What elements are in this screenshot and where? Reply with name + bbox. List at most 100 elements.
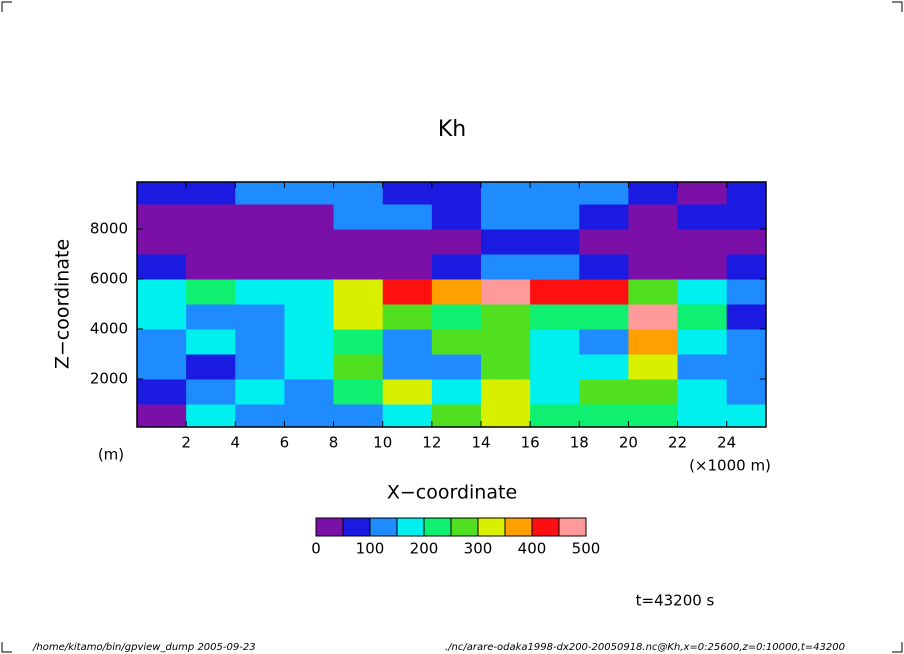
- colorbar-box: [369, 517, 398, 537]
- field-cell: [333, 229, 384, 255]
- field-cell: [137, 182, 187, 205]
- field-cell: [137, 229, 187, 255]
- field-cell: [480, 379, 531, 405]
- field-cell: [186, 354, 236, 380]
- field-cell: [677, 279, 728, 305]
- colorbar-box: [423, 517, 452, 537]
- field-cell: [137, 379, 187, 405]
- colorbar-label: 0: [311, 540, 321, 558]
- field-cell: [726, 204, 766, 230]
- field-cell: [726, 304, 766, 330]
- field-cell: [235, 204, 285, 230]
- field-cell: [579, 354, 629, 380]
- field-cell: [677, 379, 728, 405]
- field-cell: [235, 404, 285, 427]
- colorbar-box: [342, 517, 371, 537]
- field-cell: [137, 254, 187, 280]
- field-cell: [530, 229, 580, 255]
- field-cell: [726, 329, 766, 355]
- field-cell: [333, 182, 384, 205]
- field-cell: [382, 182, 433, 205]
- field-cell: [284, 354, 335, 380]
- field-cell: [284, 379, 335, 405]
- colorbar-label: 300: [464, 540, 493, 558]
- field-cell: [628, 204, 679, 230]
- colorbar-box: [504, 517, 533, 537]
- field-cell: [628, 404, 679, 427]
- field-cell: [431, 329, 482, 355]
- y-unit-label: (m): [98, 446, 124, 464]
- plot-frame: [136, 181, 767, 428]
- field-cell: [137, 204, 187, 230]
- field-cell: [530, 329, 580, 355]
- field-cell: [382, 329, 433, 355]
- field-cell: [530, 304, 580, 330]
- field-cell: [137, 404, 187, 427]
- y-axis-label: Z−coordinate: [52, 239, 74, 369]
- field-cell: [579, 329, 629, 355]
- field-cell: [677, 304, 728, 330]
- field-cell: [284, 229, 335, 255]
- x-axis-label: X−coordinate: [387, 482, 517, 504]
- field-cell: [530, 404, 580, 427]
- colorbar-box: [531, 517, 560, 537]
- field-cell: [382, 404, 433, 427]
- field-cell: [628, 182, 679, 205]
- y-tick-label: 4000: [90, 320, 128, 338]
- x-unit-label: (×1000 m): [689, 457, 771, 475]
- field-cell: [235, 229, 285, 255]
- field-cell: [235, 329, 285, 355]
- field-cell: [530, 354, 580, 380]
- field-cell: [235, 304, 285, 330]
- field-cell: [333, 279, 384, 305]
- field-cell: [235, 379, 285, 405]
- field-cell: [677, 182, 728, 205]
- field: [137, 182, 766, 427]
- colorbar-box: [315, 517, 344, 537]
- x-tick-label: 22: [668, 434, 687, 452]
- field-cell: [382, 254, 433, 280]
- field-cell: [530, 254, 580, 280]
- field-cell: [530, 182, 580, 205]
- field-cell: [382, 304, 433, 330]
- field-cell: [628, 254, 679, 280]
- field-cell: [480, 204, 531, 230]
- field-cell: [431, 204, 482, 230]
- field-cell: [186, 304, 236, 330]
- time-label: t=43200 s: [636, 592, 715, 610]
- field-cell: [333, 204, 384, 230]
- field-cell: [382, 204, 433, 230]
- footer-right: ./nc/arare-odaka1998-dx200-20050918.nc@K…: [445, 642, 845, 653]
- field-cell: [628, 379, 679, 405]
- colorbar-label: 100: [356, 540, 385, 558]
- field-cell: [579, 379, 629, 405]
- field-cell: [677, 404, 728, 427]
- field-cell: [431, 182, 482, 205]
- field-cell: [726, 404, 766, 427]
- field-cell: [579, 229, 629, 255]
- x-tick-label: 12: [422, 434, 441, 452]
- field-cell: [137, 279, 187, 305]
- field-cell: [579, 182, 629, 205]
- field-cell: [284, 329, 335, 355]
- field-cell: [333, 404, 384, 427]
- field-cell: [186, 379, 236, 405]
- field-cell: [431, 254, 482, 280]
- field-cell: [284, 404, 335, 427]
- field-cell: [235, 279, 285, 305]
- field-cell: [579, 254, 629, 280]
- field-cell: [284, 304, 335, 330]
- field-cell: [431, 404, 482, 427]
- field-cell: [726, 354, 766, 380]
- field-cell: [726, 279, 766, 305]
- field-cell: [579, 304, 629, 330]
- field-cell: [284, 204, 335, 230]
- field-cell: [677, 254, 728, 280]
- x-tick-label: 8: [329, 434, 339, 452]
- x-tick-label: 4: [231, 434, 241, 452]
- colorbar-label: 500: [572, 540, 601, 558]
- field-cell: [726, 379, 766, 405]
- field-cell: [480, 354, 531, 380]
- x-tick-label: 14: [471, 434, 490, 452]
